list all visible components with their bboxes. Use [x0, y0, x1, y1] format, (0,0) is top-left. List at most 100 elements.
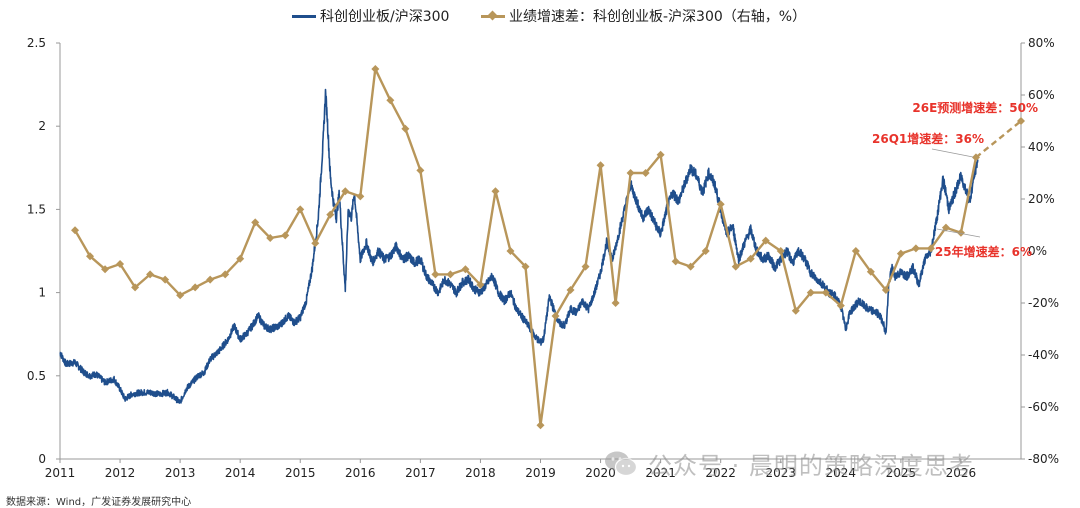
annotation-25: 25年增速差：6% [935, 244, 1032, 259]
legend-swatch-ratio [292, 14, 316, 18]
annotation-26q1: 26Q1增速差：36% [872, 131, 984, 146]
watermark: 公众号 · 晨明的策略深度思考 [604, 446, 974, 481]
legend-label-growth: 业绩增速差：科创创业板-沪深300（右轴，%） [509, 9, 807, 25]
y-left-tick-label: 0.5 [27, 369, 46, 383]
x-tick-label: 2012 [105, 466, 136, 480]
y-right-tick-label: 40% [1028, 140, 1055, 154]
growth-diff-point [926, 244, 935, 253]
growth-diff-point [446, 270, 455, 279]
growth-diff-point [641, 169, 650, 177]
y-left-tick-label: 2.5 [27, 36, 46, 50]
y-left-tick-label: 0 [38, 452, 46, 466]
growth-diff-point [656, 150, 665, 159]
x-tick-label: 2014 [225, 466, 256, 480]
x-tick-label: 2025 [886, 466, 917, 480]
legend-swatch-growth [481, 10, 505, 20]
growth-diff-point [731, 262, 740, 271]
growth-diff-point [791, 306, 800, 315]
growth-diff-point [416, 166, 425, 175]
growth-diff-point [101, 265, 110, 274]
growth-diff-point [356, 192, 365, 201]
growth-diff-point [341, 187, 350, 196]
growth-diff-point [401, 124, 410, 133]
growth-diff-point [176, 291, 185, 300]
growth-diff-point [71, 226, 80, 235]
growth-diff-point [596, 161, 605, 170]
x-tick-label: 2013 [165, 466, 196, 480]
x-tick-label: 2021 [645, 466, 676, 480]
x-tick-label: 2026 [946, 466, 977, 480]
x-tick-label: 2020 [585, 466, 616, 480]
growth-diff-point [491, 187, 500, 196]
growth-diff-point [971, 153, 980, 162]
growth-diff-point [131, 283, 140, 292]
growth-diff-point [956, 228, 965, 237]
growth-diff-point [296, 205, 305, 214]
growth-diff-point [431, 270, 440, 279]
y-right-tick-label: 60% [1028, 88, 1055, 102]
growth-diff-point [1017, 117, 1025, 125]
x-tick-label: 2016 [345, 466, 376, 480]
growth-diff-point [146, 270, 155, 279]
growth-diff-point [611, 299, 620, 307]
annotation-leader-q1 [931, 148, 974, 158]
y-right-tick-label: -20% [1028, 296, 1059, 310]
x-tick-label: 2024 [826, 466, 857, 480]
growth-diff-point [371, 65, 380, 73]
ratio-line [59, 88, 979, 404]
x-tick-label: 2022 [705, 466, 736, 480]
growth-diff-point [671, 257, 680, 266]
annotation-leader-25 [936, 228, 981, 238]
growth-diff-point [461, 265, 470, 274]
legend-item-growth: 业绩增速差：科创创业板-沪深300（右轴，%） [481, 6, 806, 26]
legend-item-ratio: 科创创业板/沪深300 [292, 6, 449, 26]
growth-diff-point [581, 262, 590, 271]
growth-diff-point [896, 249, 905, 258]
y-right-tick-label: 0% [1028, 244, 1047, 258]
growth-diff-point [86, 252, 95, 261]
growth-diff-point [851, 247, 860, 255]
growth-diff-point [866, 267, 875, 276]
y-left-tick-label: 1 [38, 286, 46, 300]
x-tick-label: 2017 [405, 466, 436, 480]
y-right-tick-label: 80% [1028, 36, 1055, 50]
growth-diff-point [326, 210, 335, 219]
growth-diff-line [73, 67, 978, 427]
growth-diff-point [191, 283, 200, 292]
growth-diff-point [911, 244, 920, 253]
growth-diff-point [251, 218, 260, 227]
growth-diff-point [266, 234, 275, 242]
growth-diff-point [281, 231, 290, 240]
y-right-tick-label: -80% [1028, 452, 1059, 466]
x-tick-label: 2019 [525, 466, 556, 480]
growth-diff-point [551, 312, 560, 320]
growth-diff-point [746, 254, 755, 263]
growth-diff-point [881, 286, 890, 294]
growth-diff-point [716, 200, 725, 209]
growth-diff-point [701, 247, 710, 255]
watermark-text: 公众号 · 晨明的策略深度思考 [648, 452, 974, 480]
x-tick-label: 2015 [285, 466, 316, 480]
y-right-tick-label: 20% [1028, 192, 1055, 206]
y-left-tick-label: 2 [38, 119, 46, 133]
series-growth-diff [71, 65, 1025, 430]
source-note: 数据来源：Wind，广发证券发展研究中心 [6, 497, 192, 508]
y-left-tick-label: 1.5 [27, 202, 46, 216]
growth-diff-point [386, 96, 395, 105]
growth-diff-point [626, 169, 635, 177]
growth-diff-point [311, 239, 320, 248]
growth-diff-point [221, 270, 230, 279]
series-ratio [59, 88, 979, 404]
growth-diff-point [506, 247, 515, 255]
growth-diff-point [836, 301, 845, 310]
growth-diff-point [521, 262, 530, 271]
wechat-icon [605, 451, 638, 476]
annotation-26e: 26E预测增速差：50% [912, 100, 1038, 115]
y-right-tick-label: -40% [1028, 348, 1059, 362]
growth-diff-point [236, 254, 245, 263]
growth-diff-point [206, 275, 215, 284]
growth-diff-point [686, 262, 695, 271]
x-tick-label: 2018 [465, 466, 496, 480]
y-right-tick-label: -60% [1028, 400, 1059, 414]
